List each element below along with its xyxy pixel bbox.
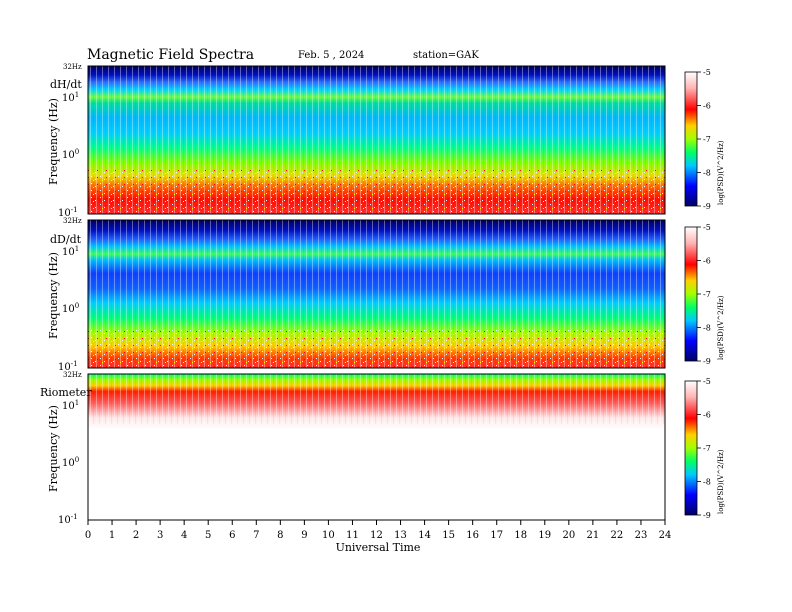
x-tick-label: 19 (538, 530, 551, 541)
y-tick-label: 10-1 (58, 206, 78, 219)
y-tick-label: 10-1 (58, 513, 78, 526)
y-tick-label: 100 (62, 456, 79, 469)
x-tick-label: 0 (85, 530, 91, 541)
colorbar-1-ticks: -5 -6 -7 -8 -9 (697, 68, 711, 211)
y-tick-label: 101 (62, 245, 79, 258)
colorbar-2-ticks: -5 -6 -7 -8 -9 (697, 223, 711, 366)
ylim-label-dh-dt: 32Hz (63, 63, 82, 71)
y-ticks-dh-dt: 101 100 10-1 (58, 91, 79, 219)
x-tick-label: 4 (181, 530, 187, 541)
y-tick-label: 101 (62, 91, 79, 104)
panel-label-dd-dt: dD/dt (50, 233, 82, 246)
x-tick-label: 5 (205, 530, 211, 541)
colorbar-2-scale (684, 226, 698, 362)
ylim-label-dd-dt: 32Hz (63, 217, 82, 225)
y-tick-label: 100 (62, 302, 79, 315)
colorbar-tick-label: -8 (703, 478, 711, 487)
colorbar-tick-label: -9 (703, 202, 711, 211)
colorbar-tick-label: -6 (703, 102, 711, 111)
panel-dd-dt: dD/dt 32Hz Frequency (Hz) 101 100 10-1 (47, 217, 666, 373)
x-tick-label: 18 (514, 530, 527, 541)
y-axis-label-riometer: Frequency (Hz) (47, 405, 60, 492)
colorbar-3: -5 -6 -7 -8 -9 log(PSD)(V^2/Hz) (684, 377, 725, 520)
x-tick-label: 10 (322, 530, 335, 541)
x-tick-label: 15 (442, 530, 455, 541)
y-tick-label: 101 (62, 399, 79, 412)
date-label: Feb. 5 , 2024 (298, 50, 364, 61)
x-tick-label: 8 (277, 530, 283, 541)
panel-riometer: Riometer 32Hz Frequency (Hz) 101 100 10-… (40, 371, 666, 526)
x-tick-label: 16 (466, 530, 479, 541)
x-tick-label: 11 (346, 530, 359, 541)
colorbar-tick-label: -7 (703, 444, 711, 453)
colorbar-tick-label: -5 (703, 223, 711, 232)
speckle-dd-dt (88, 330, 665, 368)
x-tick-label: 7 (253, 530, 259, 541)
colorbar-tick-label: -9 (703, 357, 711, 366)
y-tick-label: 10-1 (58, 360, 78, 373)
x-tick-label: 23 (635, 530, 648, 541)
colorbar-2: -5 -6 -7 -8 -9 log(PSD)(V^2/Hz) (684, 223, 725, 366)
x-tick-label: 1 (109, 530, 115, 541)
colorbar-tick-label: -9 (703, 511, 711, 520)
colorbar-tick-label: -5 (703, 68, 711, 77)
ylim-label-riometer: 32Hz (63, 371, 82, 379)
x-tick-label: 22 (611, 530, 624, 541)
y-ticks-riometer: 101 100 10-1 (58, 399, 79, 526)
colorbar-tick-label: -7 (703, 135, 711, 144)
y-axis-label-dh-dt: Frequency (Hz) (47, 98, 60, 185)
y-axis-label-dd-dt: Frequency (Hz) (47, 252, 60, 339)
panel-dh-dt: dH/dt 32Hz Frequency (Hz) 101 100 10-1 (47, 63, 666, 219)
colorbar-tick-label: -6 (703, 411, 711, 420)
x-tick-label: 17 (490, 530, 503, 541)
frame-dd-dt (87, 219, 666, 369)
panel-label-riometer: Riometer (40, 386, 92, 399)
x-tick-label: 20 (562, 530, 575, 541)
x-tick-label: 21 (587, 530, 600, 541)
panel-label-dh-dt: dH/dt (50, 78, 82, 91)
station-label: station=GAK (413, 50, 479, 61)
colorbar-tick-label: -8 (703, 324, 711, 333)
frame-dh-dt (87, 65, 666, 215)
x-tick-label: 2 (133, 530, 139, 541)
x-tick-label: 6 (229, 530, 235, 541)
colorbar-3-ticks: -5 -6 -7 -8 -9 (697, 377, 711, 520)
colorbar-tick-label: -6 (703, 257, 711, 266)
colorbar-1-label: log(PSD)(V^2/Hz) (717, 140, 725, 205)
texture-riometer (88, 374, 665, 424)
colorbar-tick-label: -7 (703, 290, 711, 299)
colorbar-3-label: log(PSD)(V^2/Hz) (717, 449, 725, 514)
y-tick-label: 100 (62, 148, 79, 161)
colorbar-3-scale (684, 380, 698, 516)
figure-title: Magnetic Field Spectra (87, 47, 254, 63)
speckle-dh-dt (88, 170, 665, 214)
x-tick-label: 9 (301, 530, 307, 541)
colorbar-tick-label: -8 (703, 169, 711, 178)
x-tick-label: 12 (370, 530, 383, 541)
x-tick-label: 24 (659, 530, 672, 541)
colorbar-1: -5 -6 -7 -8 -9 log(PSD)(V^2/Hz) (684, 68, 725, 211)
colorbar-tick-label: -5 (703, 377, 711, 386)
x-tick-label: 3 (157, 530, 163, 541)
colorbar-1-scale (684, 71, 698, 207)
x-tick-label: 13 (394, 530, 407, 541)
x-axis: 0 1 2 3 4 5 6 7 8 9 10 11 12 13 14 15 16 17 18 19 20 21 22 23 24 (85, 520, 672, 541)
y-ticks-dd-dt: 101 100 10-1 (58, 245, 79, 373)
colorbar-2-label: log(PSD)(V^2/Hz) (717, 295, 725, 360)
x-tick-label: 14 (418, 530, 431, 541)
x-axis-label: Universal Time (336, 541, 421, 554)
